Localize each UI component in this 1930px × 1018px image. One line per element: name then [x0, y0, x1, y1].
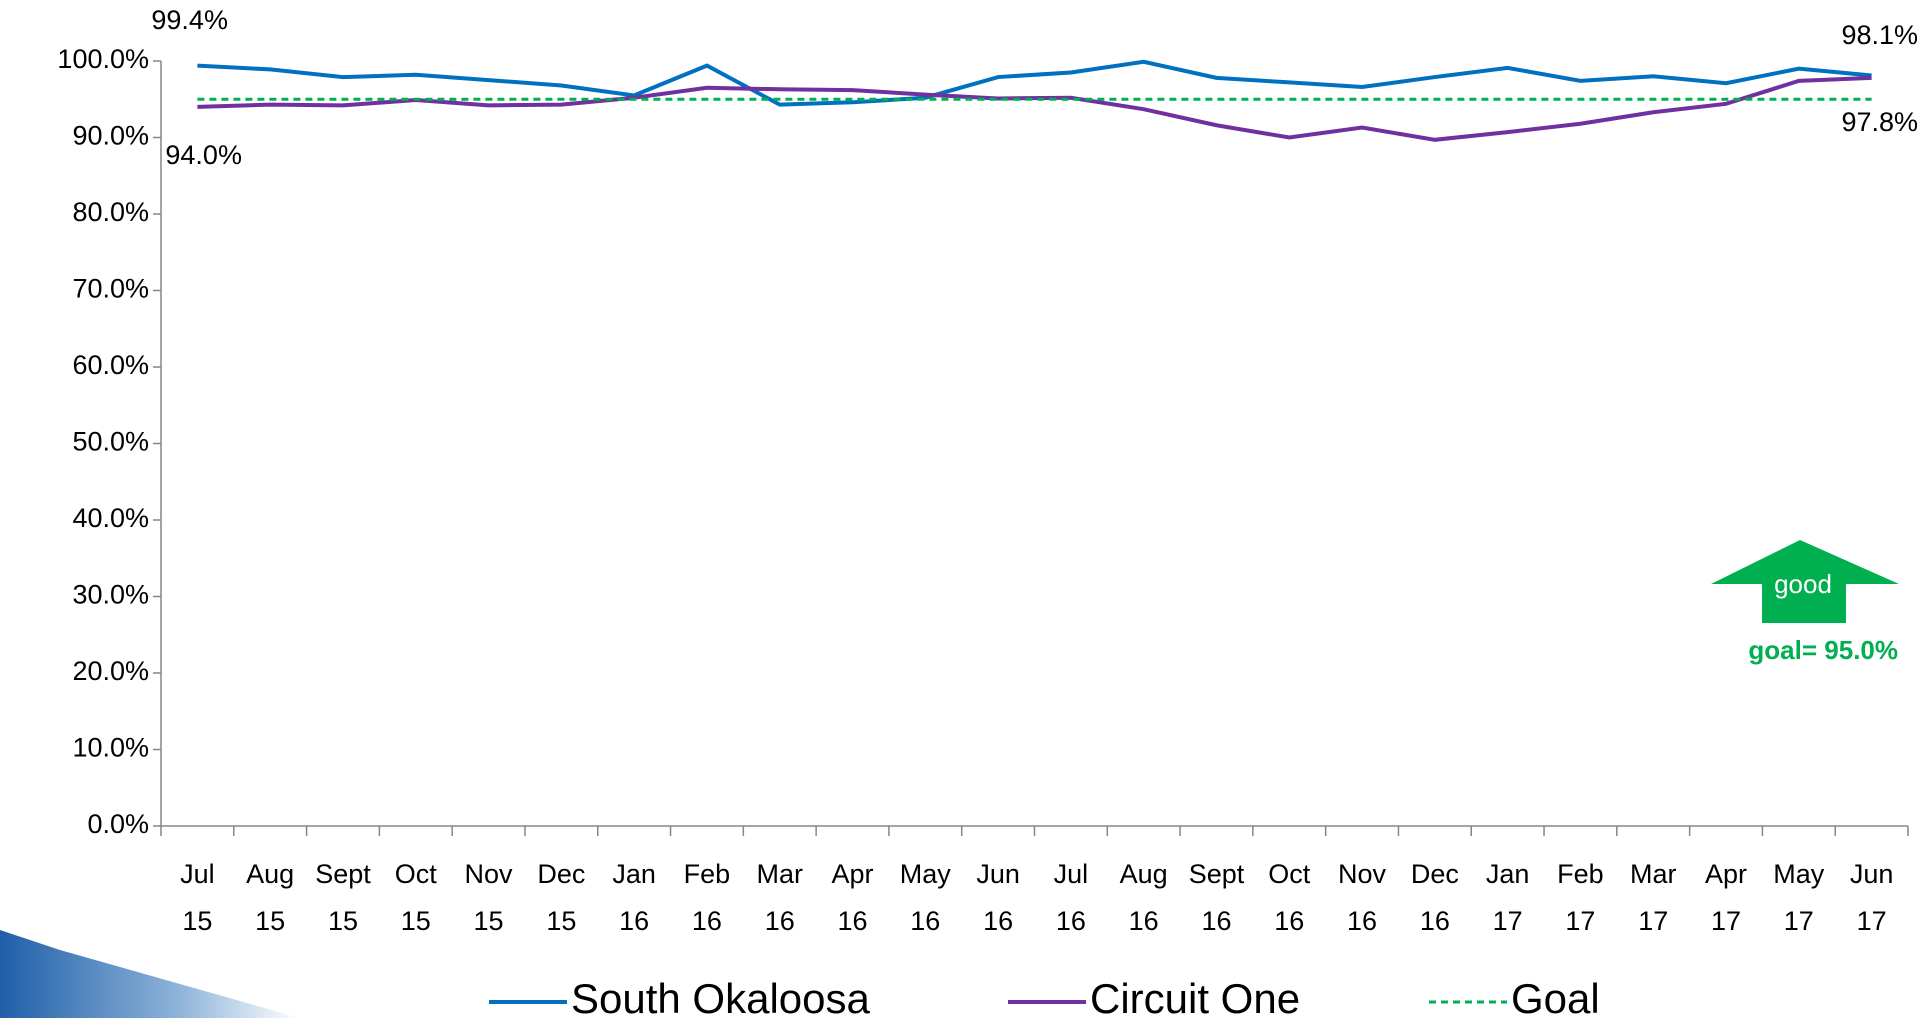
y-tick-label: 100.0% — [57, 44, 149, 74]
x-tick-label-line: 16 — [765, 906, 795, 936]
x-tick-label: Feb 16 — [684, 859, 731, 936]
x-tick-label-line: May — [1773, 859, 1825, 889]
x-tick-label-line: Jul — [1054, 859, 1089, 889]
x-tick-label: Dec 16 — [1411, 859, 1459, 936]
x-tick-label-line: Jan — [612, 859, 656, 889]
x-tick-label-line: Mar — [1630, 859, 1677, 889]
x-tick-label: Jul 15 — [180, 859, 215, 936]
annotation: good — [1774, 569, 1832, 599]
x-tick-label-line: Feb — [684, 859, 731, 889]
x-tick-label: Feb 17 — [1557, 859, 1604, 936]
series-line — [197, 75, 1872, 142]
x-tick-label-line: 15 — [255, 906, 285, 936]
x-tick-label-line: Jan — [1486, 859, 1530, 889]
x-tick-label-line: Mar — [756, 859, 803, 889]
y-tick-label: 90.0% — [72, 121, 149, 151]
x-tick-label-line: Apr — [832, 859, 874, 889]
y-tick-label: 70.0% — [72, 274, 149, 304]
x-tick-label: Jun 17 — [1850, 859, 1894, 936]
x-tick-label-line: 16 — [1129, 906, 1159, 936]
x-tick-label-line: 17 — [1784, 906, 1814, 936]
x-tick-label-line: 16 — [619, 906, 649, 936]
legend-label: South Okaloosa — [571, 975, 871, 1018]
x-tick-label: Aug 16 — [1120, 859, 1168, 936]
x-tick-label: Sept 16 — [1189, 859, 1245, 936]
x-tick-label: Jan 16 — [612, 859, 656, 936]
x-tick-label: May 17 — [1773, 859, 1825, 936]
x-tick-label: Jul 16 — [1054, 859, 1089, 936]
y-tick-label: 10.0% — [72, 733, 149, 763]
x-tick-label-line: 15 — [401, 906, 431, 936]
x-tick-label: Oct 16 — [1268, 859, 1311, 936]
x-tick-label-line: 17 — [1638, 906, 1668, 936]
x-tick-label: Aug 15 — [246, 859, 294, 936]
x-tick-label-line: Aug — [246, 859, 294, 889]
x-tick-label-line: 16 — [1274, 906, 1304, 936]
y-tick-label: 30.0% — [72, 580, 149, 610]
x-tick-label-line: 16 — [692, 906, 722, 936]
x-tick-label-line: Dec — [537, 859, 585, 889]
data-label: 99.4% — [151, 5, 228, 35]
y-tick-label: 80.0% — [72, 197, 149, 227]
y-tick-label: 0.0% — [87, 809, 149, 839]
x-tick-label: Jun 16 — [976, 859, 1020, 936]
legend-label: Circuit One — [1090, 975, 1300, 1018]
x-tick-label-line: 16 — [1347, 906, 1377, 936]
x-tick-label-line: 17 — [1711, 906, 1741, 936]
x-tick-label-line: Sept — [1189, 859, 1245, 889]
x-tick-label: May 16 — [900, 859, 952, 936]
x-tick-label-line: 17 — [1493, 906, 1523, 936]
x-tick-label: Sept 15 — [315, 859, 371, 936]
y-tick-label: 40.0% — [72, 503, 149, 533]
y-tick-label: 20.0% — [72, 656, 149, 686]
x-tick-label-line: 17 — [1857, 906, 1887, 936]
x-tick-label: Apr 17 — [1705, 859, 1747, 936]
x-tick-label-line: 16 — [910, 906, 940, 936]
legend-label: Goal — [1511, 975, 1600, 1018]
x-tick-label-line: 15 — [182, 906, 212, 936]
x-tick-label-line: 16 — [837, 906, 867, 936]
series-line — [197, 59, 1872, 107]
x-tick-label-line: Apr — [1705, 859, 1747, 889]
data-label: 98.1% — [1841, 20, 1918, 50]
decoration — [0, 930, 300, 1018]
x-tick-label-line: Dec — [1411, 859, 1459, 889]
x-tick-label: Nov 16 — [1338, 859, 1387, 936]
data-label: 94.0% — [165, 140, 242, 170]
x-tick-label: Dec 15 — [537, 859, 585, 936]
x-tick-label-line: Sept — [315, 859, 371, 889]
y-tick-label: 50.0% — [72, 427, 149, 457]
x-tick-label: Mar 16 — [756, 859, 803, 936]
x-tick-label-line: Jul — [180, 859, 215, 889]
x-tick-label-line: Nov — [465, 859, 514, 889]
x-tick-label-line: 17 — [1565, 906, 1595, 936]
x-tick-label: Mar 17 — [1630, 859, 1677, 936]
x-tick-label-line: May — [900, 859, 952, 889]
x-tick-label-line: 16 — [1201, 906, 1231, 936]
y-tick-label: 60.0% — [72, 350, 149, 380]
x-tick-label: Oct 15 — [395, 859, 438, 936]
x-tick-label-line: Oct — [395, 859, 438, 889]
good-arrow — [1711, 540, 1899, 623]
x-tick-label: Apr 16 — [832, 859, 874, 936]
x-tick-label-line: Jun — [976, 859, 1020, 889]
x-tick-label-line: 15 — [328, 906, 358, 936]
x-tick-label-line: Jun — [1850, 859, 1894, 889]
x-tick-label-line: Nov — [1338, 859, 1387, 889]
data-label: 97.8% — [1841, 107, 1918, 137]
x-tick-label-line: 15 — [474, 906, 504, 936]
x-tick-label-line: 16 — [1420, 906, 1450, 936]
x-tick-label-line: 16 — [1056, 906, 1086, 936]
x-tick-label-line: 15 — [546, 906, 576, 936]
x-tick-label: Jan 17 — [1486, 859, 1530, 936]
x-tick-label-line: Aug — [1120, 859, 1168, 889]
annotation: goal= 95.0% — [1748, 635, 1898, 665]
x-tick-label: Nov 15 — [465, 859, 514, 936]
x-tick-label-line: 16 — [983, 906, 1013, 936]
x-tick-label-line: Oct — [1268, 859, 1311, 889]
x-tick-label-line: Feb — [1557, 859, 1604, 889]
